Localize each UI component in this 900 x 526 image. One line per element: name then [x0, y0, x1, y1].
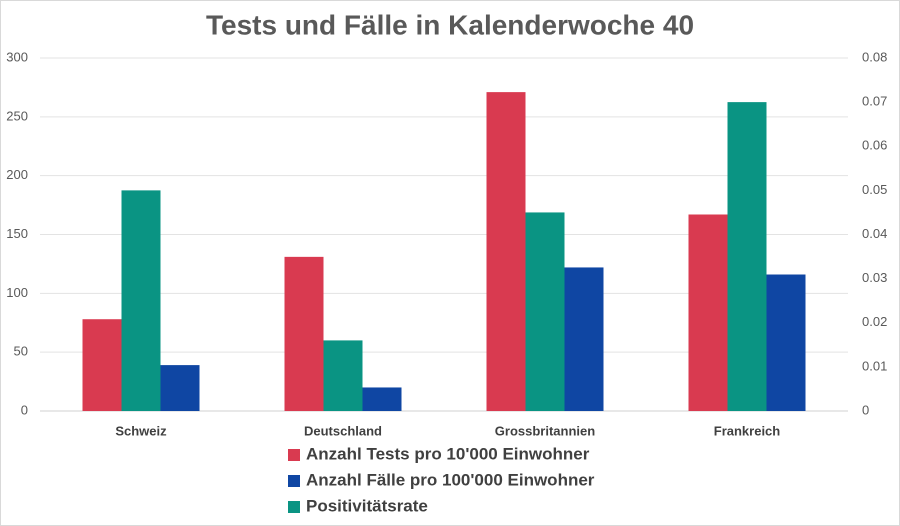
y2-tick-label: 0.06 [862, 138, 887, 153]
bar [284, 256, 324, 411]
y-tick-label: 300 [6, 49, 28, 64]
x-tick-label: Frankreich [714, 423, 781, 438]
y2-tick-label: 0.05 [862, 182, 887, 197]
bar [323, 340, 363, 411]
bar [82, 319, 122, 411]
bar [564, 267, 604, 411]
bar [160, 365, 200, 411]
bar [766, 274, 806, 411]
y-tick-label: 200 [6, 167, 28, 182]
legend-label: Positivitätsrate [306, 496, 428, 515]
legend-label: Anzahl Tests pro 10'000 Einwohner [306, 444, 590, 463]
legend-swatch [288, 449, 300, 461]
x-tick-label: Grossbritannien [495, 423, 595, 438]
y2-tick-label: 0.02 [862, 314, 887, 329]
bar [727, 102, 767, 411]
legend-swatch [288, 475, 300, 487]
y-tick-label: 50 [14, 344, 28, 359]
legend-swatch [288, 501, 300, 513]
legend-label: Anzahl Fälle pro 100'000 Einwohner [306, 470, 595, 489]
y2-tick-label: 0.04 [862, 226, 887, 241]
bar [688, 214, 728, 411]
y2-tick-label: 0.01 [862, 358, 887, 373]
y2-tick-label: 0.03 [862, 270, 887, 285]
bar [525, 212, 565, 411]
y2-tick-label: 0 [862, 402, 869, 417]
bar [121, 190, 161, 411]
y-tick-label: 0 [21, 402, 28, 417]
y-tick-label: 250 [6, 108, 28, 123]
bar [362, 387, 402, 411]
x-tick-label: Deutschland [304, 423, 382, 438]
y2-tick-label: 0.08 [862, 49, 887, 64]
y-tick-label: 150 [6, 226, 28, 241]
y2-tick-label: 0.07 [862, 94, 887, 109]
bar [486, 92, 526, 411]
chart-title: Tests und Fälle in Kalenderwoche 40 [206, 9, 694, 40]
y-tick-label: 100 [6, 285, 28, 300]
x-tick-label: Schweiz [115, 423, 167, 438]
